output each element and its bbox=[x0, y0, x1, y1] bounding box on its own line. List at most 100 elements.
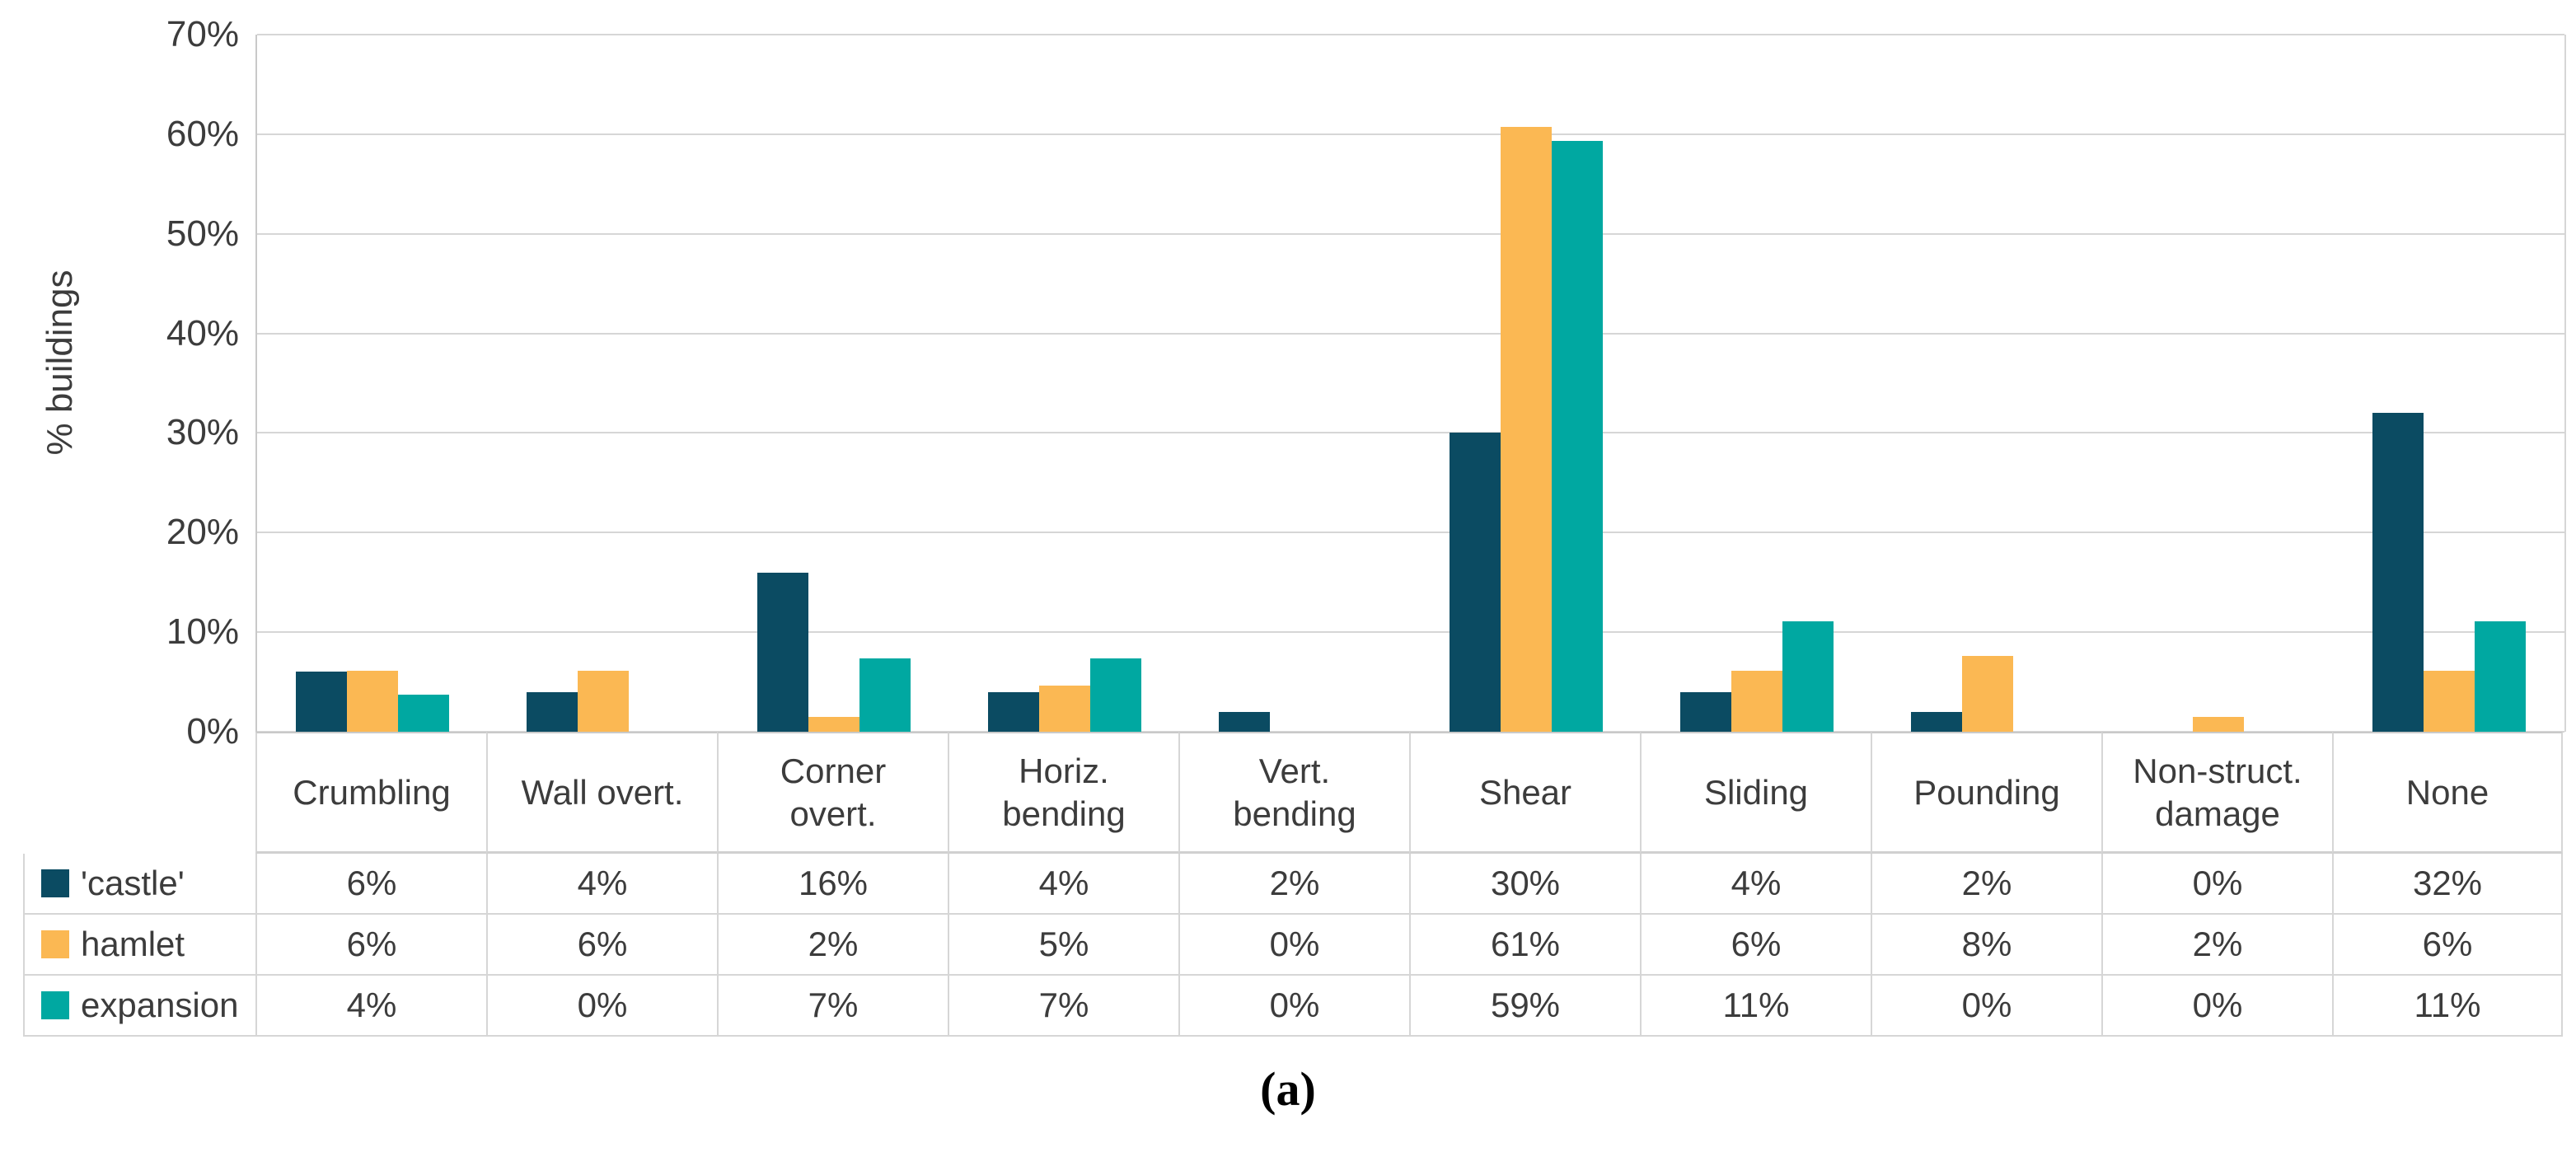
table-value-cell: 2% bbox=[1871, 854, 2101, 915]
series-name: hamlet bbox=[81, 925, 185, 963]
y-tick-label: 60% bbox=[166, 113, 239, 154]
table-value-cell: 7% bbox=[948, 976, 1178, 1037]
table-value-cell: 2% bbox=[1178, 854, 1409, 915]
bar-castle-2 bbox=[757, 572, 808, 732]
table-value-cell: 4% bbox=[1640, 854, 1871, 915]
category-header: Wall overt. bbox=[486, 732, 717, 854]
y-axis-title-text: % buildings bbox=[40, 269, 80, 456]
bar-castle-3 bbox=[988, 691, 1039, 732]
bar-hamlet-3 bbox=[1039, 686, 1090, 732]
category-header-label: Crumbling bbox=[293, 772, 451, 812]
legend-row-header: hamlet bbox=[23, 915, 255, 976]
category-header-label: Shear bbox=[1478, 772, 1572, 812]
category-header: Pounding bbox=[1871, 732, 2101, 854]
bar-hamlet-1 bbox=[578, 671, 629, 732]
y-tick-label: 50% bbox=[166, 213, 239, 254]
table-value-cell: 0% bbox=[1178, 915, 1409, 976]
y-tick-label: 70% bbox=[166, 14, 239, 54]
bar-hamlet-2 bbox=[808, 716, 859, 732]
legend-row-header: expansion bbox=[23, 976, 255, 1037]
category-header-label: Non-struct. damage bbox=[2133, 751, 2302, 833]
figure-caption: (a) bbox=[1260, 1062, 1316, 1116]
bar-hamlet-9 bbox=[2424, 671, 2475, 732]
table-value-cell: 59% bbox=[1409, 976, 1640, 1037]
bar-castle-6 bbox=[1680, 691, 1731, 732]
bar-expansion-5 bbox=[1552, 141, 1603, 732]
gridline bbox=[257, 133, 2564, 135]
y-tick-label: 0% bbox=[186, 711, 239, 752]
category-header: Sliding bbox=[1640, 732, 1871, 854]
category-header: Corner overt. bbox=[717, 732, 948, 854]
table-value-cell: 0% bbox=[2101, 976, 2332, 1037]
gridline bbox=[257, 631, 2564, 634]
bar-hamlet-6 bbox=[1731, 671, 1782, 732]
bar-expansion-9 bbox=[2475, 620, 2526, 732]
bar-hamlet-8 bbox=[2193, 716, 2244, 732]
series-name: 'castle' bbox=[81, 864, 185, 902]
bar-hamlet-5 bbox=[1501, 127, 1552, 732]
category-header-label: Pounding bbox=[1913, 772, 2060, 812]
y-tick-label: 10% bbox=[166, 611, 239, 653]
category-header-label: None bbox=[2405, 772, 2489, 812]
bar-castle-0 bbox=[296, 672, 347, 732]
bar-expansion-2 bbox=[859, 658, 911, 732]
bar-castle-4 bbox=[1219, 711, 1270, 732]
bar-hamlet-7 bbox=[1962, 656, 2013, 732]
category-header-label: Vert. bending bbox=[1233, 751, 1356, 833]
gridline bbox=[257, 332, 2564, 335]
category-header: Non-struct. damage bbox=[2101, 732, 2332, 854]
category-header: None bbox=[2332, 732, 2563, 854]
table-value-cell: 4% bbox=[948, 854, 1178, 915]
legend-row-header: 'castle' bbox=[23, 854, 255, 915]
table-value-cell: 8% bbox=[1871, 915, 2101, 976]
bar-castle-1 bbox=[527, 691, 578, 732]
table-value-cell: 6% bbox=[255, 915, 486, 976]
table-value-cell: 0% bbox=[2101, 854, 2332, 915]
gridline bbox=[257, 432, 2564, 434]
table-value-cell: 32% bbox=[2332, 854, 2563, 915]
table-value-cell: 2% bbox=[717, 915, 948, 976]
category-header: Horiz. bending bbox=[948, 732, 1178, 854]
table-value-cell: 61% bbox=[1409, 915, 1640, 976]
gridline bbox=[257, 34, 2564, 35]
category-header: Shear bbox=[1409, 732, 1640, 854]
legend-swatch bbox=[41, 869, 69, 897]
gridline bbox=[257, 232, 2564, 235]
y-tick-label: 30% bbox=[166, 412, 239, 453]
table-value-cell: 6% bbox=[255, 854, 486, 915]
table-value-cell: 6% bbox=[1640, 915, 1871, 976]
table-value-cell: 11% bbox=[1640, 976, 1871, 1037]
table-value-cell: 4% bbox=[486, 854, 717, 915]
category-header-label: Horiz. bending bbox=[1002, 751, 1126, 833]
table-value-cell: 6% bbox=[2332, 915, 2563, 976]
legend-swatch bbox=[41, 930, 69, 958]
category-header-label: Corner overt. bbox=[780, 751, 887, 833]
table-value-cell: 2% bbox=[2101, 915, 2332, 976]
table-value-cell: 5% bbox=[948, 915, 1178, 976]
y-tick-label: 20% bbox=[166, 512, 239, 553]
category-header: Vert. bending bbox=[1178, 732, 1409, 854]
table-value-cell: 30% bbox=[1409, 854, 1640, 915]
table-value-cell: 16% bbox=[717, 854, 948, 915]
bar-expansion-6 bbox=[1782, 620, 1834, 732]
table-value-cell: 4% bbox=[255, 976, 486, 1037]
bar-castle-9 bbox=[2372, 413, 2424, 732]
series-name: expansion bbox=[81, 986, 239, 1024]
table-value-cell: 11% bbox=[2332, 976, 2563, 1037]
category-header-label: Sliding bbox=[1703, 772, 1809, 812]
bar-hamlet-0 bbox=[347, 671, 398, 732]
y-tick-label: 40% bbox=[166, 312, 239, 354]
table-value-cell: 0% bbox=[1178, 976, 1409, 1037]
bar-expansion-3 bbox=[1090, 658, 1141, 732]
table-value-cell: 0% bbox=[1871, 976, 2101, 1037]
plot-area bbox=[255, 34, 2566, 733]
table-value-cell: 6% bbox=[486, 915, 717, 976]
legend-swatch bbox=[41, 991, 69, 1019]
table-value-cell: 7% bbox=[717, 976, 948, 1037]
table-value-cell: 0% bbox=[486, 976, 717, 1037]
gridline bbox=[257, 532, 2564, 534]
category-header: Crumbling bbox=[255, 732, 486, 854]
category-header-label: Wall overt. bbox=[521, 772, 684, 812]
bar-expansion-0 bbox=[398, 695, 449, 732]
